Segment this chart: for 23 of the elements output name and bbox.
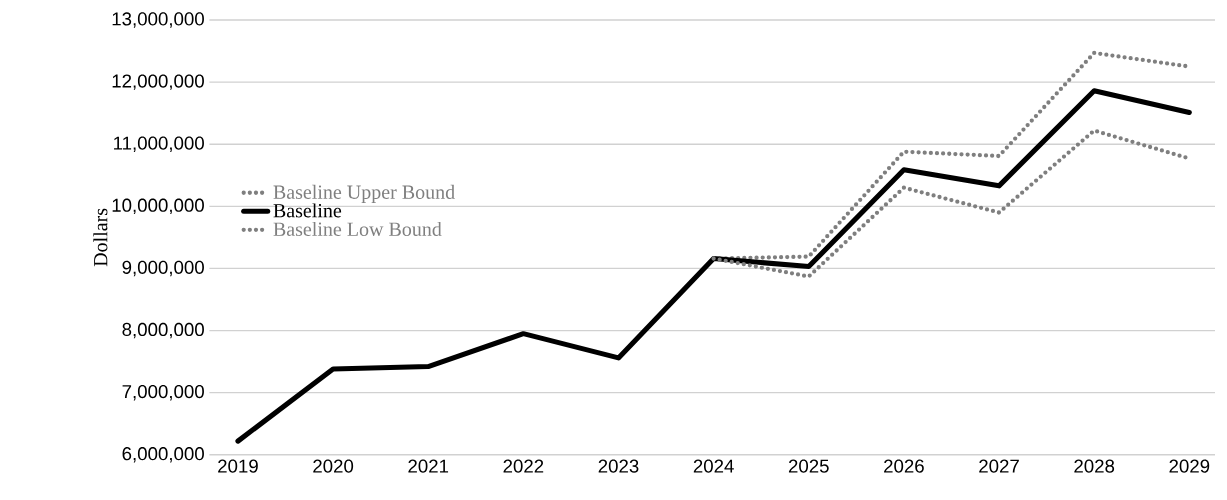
x-tick-label: 2026 <box>884 459 924 473</box>
x-tick-label: 2019 <box>218 459 258 473</box>
x-tick-label: 2028 <box>1074 459 1115 473</box>
y-tick-label: 8,000,000 <box>122 322 204 339</box>
y-tick-label: 7,000,000 <box>122 384 204 401</box>
legend-label: Baseline Low Bound <box>273 221 442 236</box>
y-axis-title: Dollars <box>93 208 108 267</box>
x-tick-label: 2022 <box>503 459 544 473</box>
x-tick-label: 2027 <box>979 459 1019 473</box>
y-tick-label: 10,000,000 <box>112 198 204 214</box>
x-tick-label: 2024 <box>693 459 734 473</box>
x-tick-label: 2029 <box>1169 459 1210 473</box>
x-tick-label: 2021 <box>408 459 449 473</box>
y-tick-label: 13,000,000 <box>112 12 204 28</box>
x-tick-label: 2025 <box>788 459 829 473</box>
legend-label: Baseline Upper Bound <box>273 184 455 203</box>
y-tick-label: 12,000,000 <box>112 74 204 90</box>
y-tick-label: 9,000,000 <box>122 260 204 277</box>
y-tick-label: 6,000,000 <box>122 446 204 463</box>
legend-label: Baseline <box>273 203 342 218</box>
x-tick-label: 2020 <box>313 459 354 473</box>
x-tick-label: 2023 <box>598 459 639 473</box>
y-tick-label: 11,000,000 <box>114 136 204 152</box>
